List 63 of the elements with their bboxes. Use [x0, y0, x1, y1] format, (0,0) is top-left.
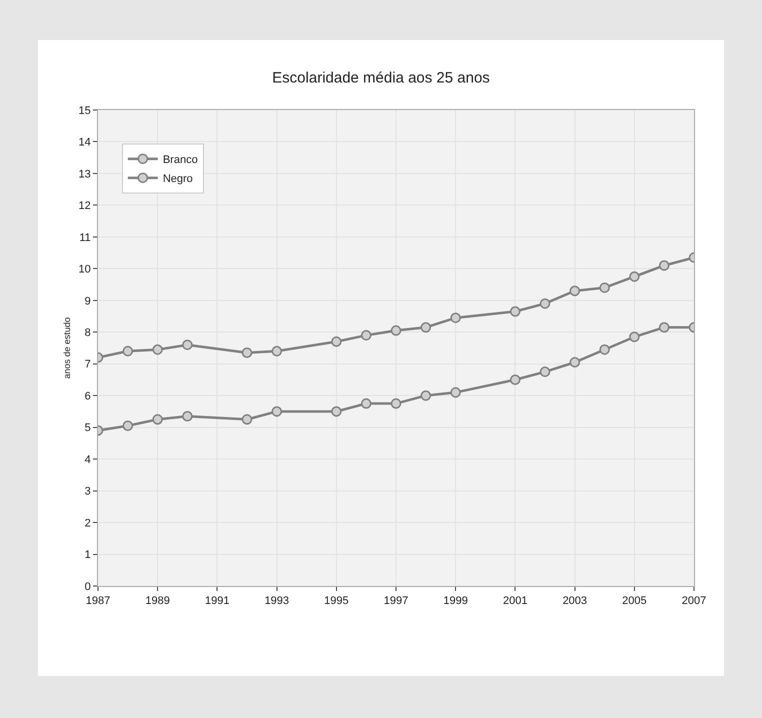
- y-tick-label: 2: [84, 517, 91, 530]
- point: [599, 344, 610, 355]
- point: [540, 298, 550, 309]
- x-tick-label: 2003: [562, 595, 588, 608]
- point: [122, 346, 134, 356]
- y-tick-label: 7: [84, 358, 91, 371]
- point: [450, 312, 461, 324]
- x-tick-label: 2007: [682, 595, 706, 608]
- y-tick-label: 15: [78, 104, 91, 117]
- y-tick-label: 3: [84, 486, 91, 498]
- x-tick-label: 1993: [264, 595, 290, 608]
- point: [182, 340, 193, 350]
- point: [331, 406, 342, 417]
- point: [272, 406, 282, 417]
- point: [540, 366, 550, 378]
- point: [420, 390, 432, 401]
- y-tick-label: 12: [78, 200, 91, 212]
- point: [152, 344, 163, 355]
- point: [272, 346, 282, 356]
- point: [658, 322, 670, 333]
- legend-label: Negro: [162, 173, 193, 186]
- point: [570, 286, 580, 296]
- y-tick-label: 14: [78, 136, 91, 149]
- y-tick-label: 9: [84, 295, 91, 308]
- point: [331, 336, 342, 347]
- point: [420, 322, 432, 333]
- point: [242, 348, 252, 358]
- chart-title: Escolaridade média aos 25 anos: [272, 69, 490, 86]
- y-tick-label: 0: [84, 580, 91, 593]
- point: [570, 357, 580, 368]
- point: [242, 414, 252, 425]
- point: [658, 260, 670, 271]
- point: [360, 398, 372, 409]
- x-tick-label: 1991: [204, 595, 230, 608]
- y-tick-label: 1: [84, 549, 91, 562]
- point: [390, 325, 402, 336]
- point: [510, 306, 520, 317]
- y-tick-label: 6: [84, 390, 91, 402]
- x-tick-label: 2005: [622, 595, 647, 608]
- x-tick-label: 1997: [384, 595, 408, 608]
- x-tick-label: 1989: [145, 595, 170, 608]
- x-tick-label: 2001: [502, 595, 528, 608]
- legend-label: Branco: [162, 154, 198, 166]
- y-tick-label: 4: [84, 454, 91, 466]
- x-tick-label: 1995: [324, 595, 349, 608]
- point: [450, 387, 461, 398]
- y-tick-label: 13: [78, 168, 91, 180]
- point: [510, 374, 520, 385]
- y-axis-title: anos de estudo: [62, 317, 72, 379]
- x-tick-label: 1999: [443, 595, 468, 608]
- y-tick-label: 8: [84, 326, 91, 339]
- point: [182, 410, 193, 422]
- y-tick-label: 5: [84, 422, 91, 434]
- point: [152, 414, 163, 425]
- point: [599, 282, 610, 293]
- point: [629, 271, 640, 282]
- x-tick-label: 1987: [86, 595, 110, 608]
- point: [360, 330, 372, 341]
- point: [390, 398, 402, 409]
- y-tick-label: 10: [78, 264, 91, 276]
- point: [122, 420, 134, 431]
- point: [629, 332, 640, 342]
- y-tick-label: 11: [79, 232, 91, 244]
